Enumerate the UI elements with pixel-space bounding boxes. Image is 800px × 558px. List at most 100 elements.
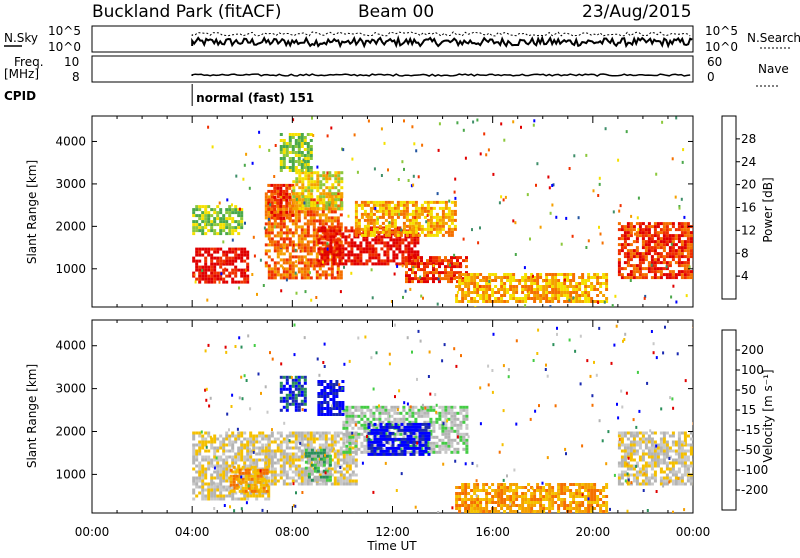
velocity-panel-cell-55 [201, 471, 204, 474]
power-panel-cell-160 [192, 211, 195, 214]
power-panel-cell-602 [310, 246, 313, 249]
velocity-panel-cell-1863 [539, 486, 542, 489]
velocity-panel-cell-1446 [416, 447, 419, 450]
velocity-panel-cell-1287 [459, 436, 462, 439]
velocity-panel-cell-1302 [465, 415, 468, 418]
power-panel-speckle-135 [286, 278, 288, 281]
velocity-panel-cell-1749 [497, 483, 500, 486]
power-panel-cell-1866 [482, 288, 485, 291]
power-panel-cell-46 [207, 278, 210, 281]
velocity-panel-cell-1372 [389, 426, 392, 429]
power-panel-speckle-40 [439, 122, 441, 125]
power-panel-speckle-75 [348, 215, 350, 218]
velocity-panel-cell-1837 [527, 504, 530, 507]
power-panel-cell-1727 [432, 280, 435, 283]
power-panel-cell-1240 [380, 238, 383, 241]
power-panel-cell-1729 [435, 259, 438, 262]
power-panel-cell-958 [316, 174, 319, 177]
power-panel-cell-841 [279, 199, 282, 202]
power-panel-cell-2549 [280, 166, 283, 169]
power-panel-cell-1800 [455, 300, 458, 303]
power-panel-cell-2352 [657, 231, 660, 234]
velocity-panel-cell-279 [243, 447, 246, 450]
power-panel-cell-309 [268, 225, 271, 228]
power-panel-speckle-102 [598, 226, 600, 229]
power-panel-cell-2476 [681, 273, 684, 276]
power-panel-speckle-188 [600, 233, 602, 236]
velocity-panel-cell-1380 [392, 432, 395, 435]
velocity-panel-cell-214 [231, 441, 234, 444]
power-panel-cell-1731 [435, 268, 438, 271]
velocity-panel-cell-1339 [377, 441, 380, 444]
velocity-panel-cell-1456 [419, 450, 422, 453]
velocity-panel-cell-1366 [386, 438, 389, 441]
power-panel-cell-2276 [642, 222, 645, 225]
power-panel-speckle-23 [465, 157, 467, 160]
power-panel-cell-1558 [418, 234, 421, 237]
power-panel-cell-1664 [405, 271, 408, 274]
power-panel-cell-2594 [295, 166, 298, 169]
power-panel-cell-59 [213, 248, 216, 251]
velocity-panel-cell-1886 [545, 507, 548, 510]
power-panel-cell-2372 [660, 252, 663, 255]
power-panel-cell-1251 [383, 250, 386, 253]
power-panel-cell-693 [325, 222, 328, 225]
power-panel-speckle-136 [529, 238, 531, 241]
power-panel-cell-352 [274, 234, 277, 237]
power-panel-cell-996 [325, 207, 328, 210]
velocity-panel-cell-1764 [500, 501, 503, 504]
power-panel-cell-2277 [642, 228, 645, 231]
velocity-panel-cell-895 [357, 436, 360, 439]
power-panel-cell-2309 [648, 234, 651, 237]
nave-tick-top: 60 [707, 55, 722, 69]
power-panel-cell-1434 [379, 210, 382, 213]
power-panel-cell-192 [204, 214, 207, 217]
velocity-panel-cell-1245 [447, 445, 450, 448]
velocity-panel-cell-641 [313, 441, 316, 444]
power-panel-cell-1914 [500, 300, 503, 303]
power-panel-cell-320 [268, 273, 271, 276]
power-panel-cell-712 [328, 210, 331, 213]
power-panel-cell-477 [292, 240, 295, 243]
velocity-panel-cell-1578 [320, 413, 323, 416]
velocity-panel-cell-1854 [533, 504, 536, 507]
power-panel-cell-1659 [454, 228, 457, 231]
velocity-panel-cell-575 [298, 465, 301, 468]
power-panel-speckle-218 [194, 273, 196, 276]
power-panel-cell-1387 [364, 210, 367, 213]
velocity-panel-cell-1621 [335, 401, 338, 404]
power-panel-cell-1224 [374, 247, 377, 250]
power-panel-cell-1598 [433, 225, 436, 228]
velocity-panel-cell-182 [225, 438, 228, 441]
power-panel-speckle-35 [340, 290, 342, 293]
power-panel-cell-955 [313, 204, 316, 207]
power-panel-cell-312 [268, 234, 271, 237]
power-panel-cell-12 [198, 248, 201, 251]
power-panel-cell-296 [265, 252, 268, 255]
power-panel-cell-392 [280, 222, 283, 225]
power-panel-cell-179 [198, 226, 201, 229]
power-panel-cell-2078 [566, 279, 569, 282]
velocity-panel-cell-1869 [539, 504, 542, 507]
velocity-panel-cell-1911 [557, 486, 560, 489]
velocity-panel-cell-1019 [390, 409, 393, 412]
power-panel-cell-950 [313, 171, 316, 174]
power-panel-cell-1046 [317, 241, 320, 244]
velocity-panel-cell-1554 [304, 391, 307, 394]
velocity-panel-cell-1483 [280, 376, 283, 379]
power-panel-cell-835 [276, 214, 279, 217]
power-panel-cell-1225 [374, 250, 377, 253]
velocity-panel-cell-1805 [515, 492, 518, 495]
power-panel-cell-2622 [304, 148, 307, 151]
power-panel-cell-1048 [317, 250, 320, 253]
velocity-panel-cell-854 [345, 451, 348, 454]
power-panel-speckle-213 [422, 297, 424, 300]
velocity-panel-cell-1919 [560, 483, 563, 486]
power-panel-cell-1635 [448, 207, 451, 210]
velocity-panel-cell-218 [231, 456, 234, 459]
velocity-panel-cell-1653 [458, 510, 461, 513]
power-panel-cell-1709 [426, 265, 429, 268]
power-panel-cell-1848 [473, 300, 476, 303]
velocity-panel-cell-485 [277, 459, 280, 462]
velocity-panel-cell-509 [283, 462, 286, 465]
